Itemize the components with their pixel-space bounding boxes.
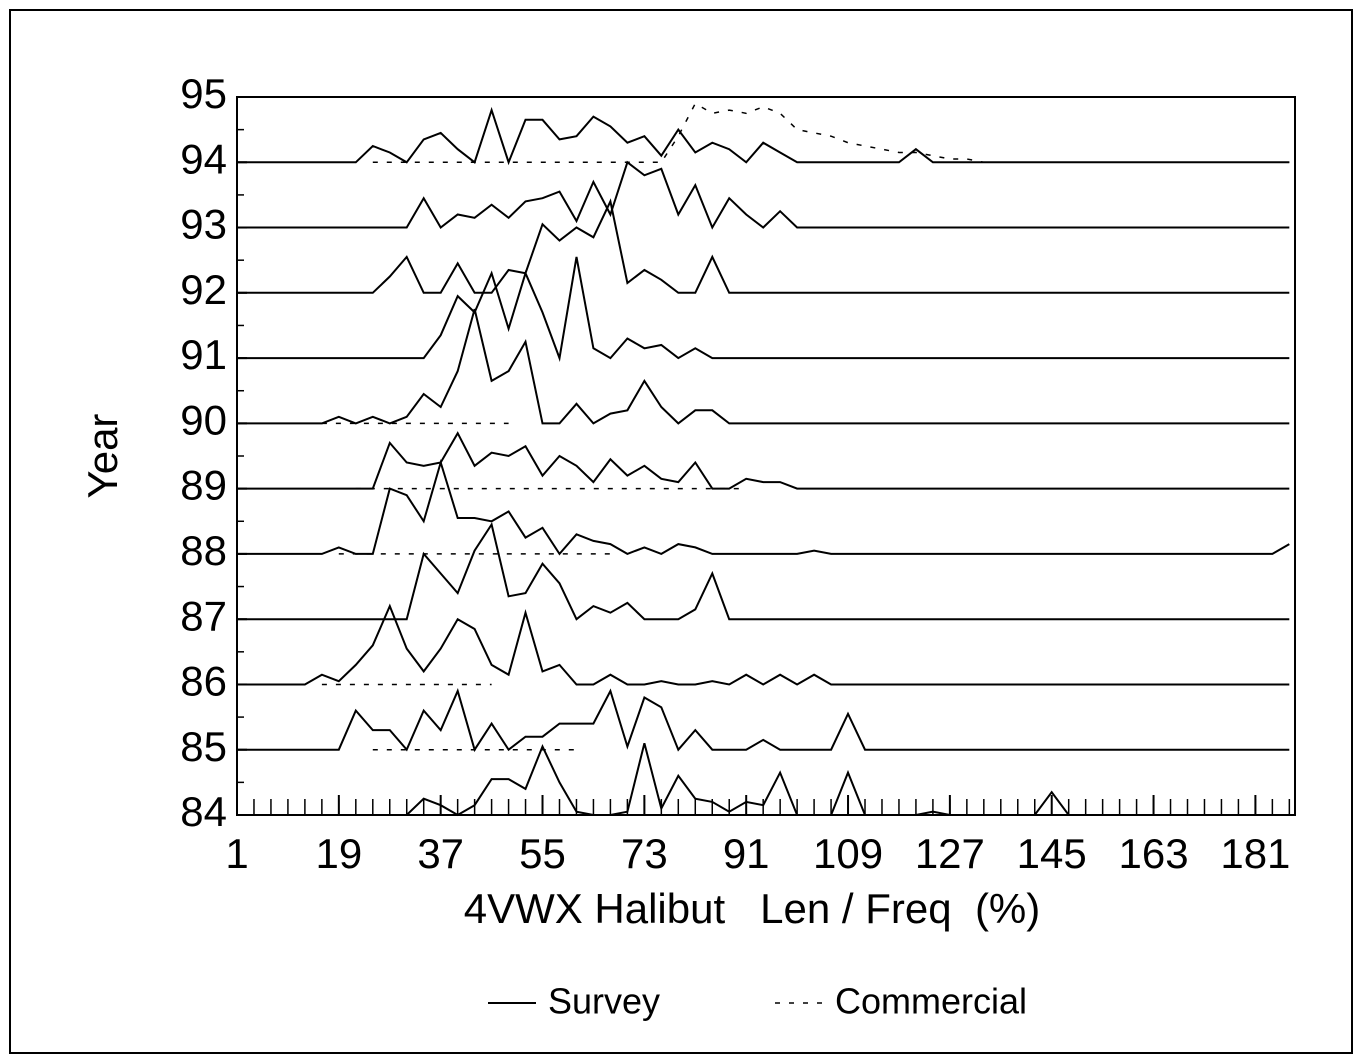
y-tick-label: 94 <box>180 135 227 182</box>
y-tick-label: 93 <box>180 201 227 248</box>
legend: Survey Commercial <box>488 981 1027 1022</box>
survey-line <box>237 603 1290 686</box>
y-tick-label: 86 <box>180 658 227 705</box>
x-tick-label: 1 <box>225 830 248 877</box>
commercial-line <box>372 102 1290 164</box>
survey-line <box>237 521 1290 621</box>
x-tick-label: 127 <box>915 830 985 877</box>
x-tick-label: 145 <box>1017 830 1087 877</box>
survey-line <box>237 160 1290 230</box>
x-tick-label: 37 <box>417 830 464 877</box>
x-tick-label: 73 <box>621 830 668 877</box>
survey-line <box>237 308 1290 425</box>
y-tick-label: 85 <box>180 723 227 770</box>
survey-line <box>237 106 1290 166</box>
x-tick-label: 109 <box>813 830 883 877</box>
y-tick-label: 88 <box>180 527 227 574</box>
survey-line <box>237 458 1290 556</box>
survey-line <box>237 742 1290 817</box>
y-tick-label: 90 <box>180 396 227 443</box>
x-tick-label: 19 <box>315 830 362 877</box>
legend-label: Commercial <box>835 981 1027 1022</box>
survey-line <box>237 688 1290 753</box>
y-tick-label: 91 <box>180 331 227 378</box>
survey-line <box>237 431 1290 490</box>
x-tick-label: 55 <box>519 830 566 877</box>
y-tick-label: 84 <box>180 788 227 835</box>
x-tick-label: 91 <box>723 830 770 877</box>
y-tick-label: 95 <box>180 70 227 117</box>
frame <box>9 9 1353 1054</box>
survey-line <box>237 198 1290 294</box>
x-tick-label: 163 <box>1119 830 1189 877</box>
y-tick-label: 89 <box>180 462 227 509</box>
x-axis-label: 4VWX Halibut Len / Freq (%) <box>464 885 1041 932</box>
y-tick-label: 92 <box>180 266 227 313</box>
legend-label: Survey <box>548 981 660 1022</box>
y-axis-label: Year <box>79 414 126 499</box>
plot-area <box>236 96 1296 816</box>
x-tick-label: 181 <box>1220 830 1290 877</box>
y-tick-label: 87 <box>180 592 227 639</box>
survey-line <box>237 256 1290 362</box>
